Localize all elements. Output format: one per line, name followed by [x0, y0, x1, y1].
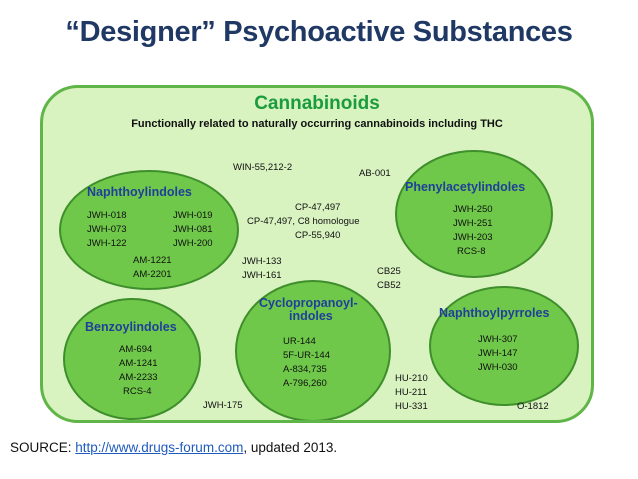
source-prefix: SOURCE:	[10, 440, 76, 455]
benzoylindoles-circle	[63, 298, 201, 420]
compound-label: AB-001	[359, 168, 391, 179]
compound-label: JWH-307	[478, 334, 518, 345]
compound-label: JWH-251	[453, 218, 493, 229]
compound-label: JWH-203	[453, 232, 493, 243]
compound-label: RCS-4	[123, 386, 152, 397]
compound-label: CP-47,497, C8 homologue	[247, 216, 360, 227]
compound-label: HU-331	[395, 401, 428, 412]
source-note: SOURCE: http://www.drugs-forum.com, upda…	[10, 440, 337, 455]
compound-label: 5F-UR-144	[283, 350, 330, 361]
cannabinoids-panel: Cannabinoids Functionally related to nat…	[40, 85, 594, 423]
compound-label: AM-1221	[133, 255, 172, 266]
naphthoylpyrroles-circle	[429, 286, 579, 406]
compound-label: AM-2233	[119, 372, 158, 383]
slide-title: “Designer” Psychoactive Substances	[65, 16, 573, 48]
compound-label: A-796,260	[283, 378, 327, 389]
phenylacetylindoles-title: Phenylacetylindoles	[405, 180, 526, 194]
naphthoylindoles-title: Naphthoylindoles	[87, 185, 192, 199]
diagram-title: Cannabinoids	[254, 93, 380, 114]
phenylacetylindoles-circle	[395, 150, 553, 278]
compound-label: JWH-147	[478, 348, 518, 359]
compound-label: CP-55,940	[295, 230, 341, 241]
compound-label: HU-211	[395, 387, 428, 398]
compound-label: JWH-019	[173, 210, 213, 221]
naphthoylpyrroles-title: Naphthoylpyrroles	[439, 306, 550, 320]
compound-label: CB52	[377, 280, 401, 291]
diagram-subtitle: Functionally related to naturally occurr…	[131, 118, 503, 130]
compound-label: HU-210	[395, 373, 428, 384]
compound-label: JWH-073	[87, 224, 127, 235]
naphthoylindoles-circle	[59, 170, 239, 290]
compound-label: AM-1241	[119, 358, 158, 369]
compound-label: JWH-018	[87, 210, 127, 221]
compound-label: JWH-081	[173, 224, 213, 235]
compound-label: RCS-8	[457, 246, 486, 257]
cyclopropanoylindoles-title-line2: indoles	[289, 309, 333, 323]
compound-label: O-1812	[517, 401, 549, 412]
source-suffix: , updated 2013.	[243, 440, 338, 455]
compound-label: JWH-175	[203, 400, 243, 411]
compound-label: AM-694	[119, 344, 153, 355]
compound-label: UR-144	[283, 336, 316, 347]
compound-label: JWH-030	[478, 362, 518, 373]
cyclopropanoylindoles-title: Cyclopropanoyl-	[259, 296, 358, 310]
compound-label: AM-2201	[133, 269, 172, 280]
compound-label: A-834,735	[283, 364, 327, 375]
compound-label: JWH-200	[173, 238, 213, 249]
compound-label: WIN-55,212-2	[233, 162, 293, 173]
compound-label: JWH-250	[453, 204, 493, 215]
compound-label: JWH-133	[242, 256, 282, 267]
compound-label: CB25	[377, 266, 401, 277]
compound-label: JWH-161	[242, 270, 282, 281]
source-link[interactable]: http://www.drugs-forum.com	[75, 440, 244, 455]
compound-label: JWH-122	[87, 238, 127, 249]
compound-label: CP-47,497	[295, 202, 341, 213]
benzoylindoles-title: Benzoylindoles	[85, 320, 177, 334]
cyclopropanoylindoles-circle	[235, 280, 391, 420]
